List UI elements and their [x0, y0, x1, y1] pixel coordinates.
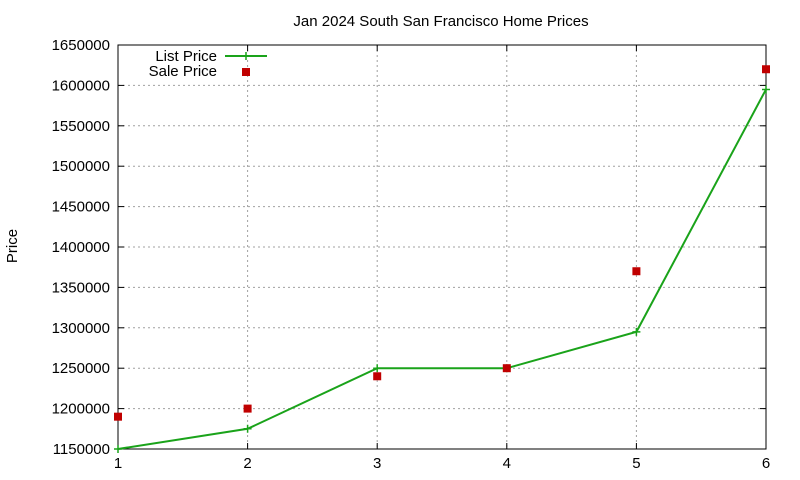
list-price-point: [114, 445, 122, 453]
x-tick-label: 3: [373, 455, 381, 472]
y-tick-label: 1400000: [52, 239, 110, 256]
chart-title: Jan 2024 South San Francisco Home Prices: [293, 13, 588, 30]
list-price-point: [762, 85, 770, 94]
y-tick-label: 1250000: [52, 360, 110, 377]
sale-price-point: [502, 364, 511, 373]
y-tick-label: 1200000: [52, 401, 110, 418]
sale-price-point: [632, 267, 641, 276]
list-price-point: [373, 364, 382, 373]
axis-ticks: 1150000 1200000 1250000 1300000 1350000 14000…: [52, 37, 771, 472]
y-tick-label: 1150000: [53, 441, 110, 458]
x-tick-label: 5: [632, 455, 640, 472]
legend-label-list-price: List Price: [155, 48, 217, 65]
y-tick-label: 1350000: [52, 279, 110, 296]
grid-lines: [118, 45, 766, 449]
y-tick-label: 1600000: [52, 77, 110, 94]
sale-price-point: [114, 412, 122, 421]
y-tick-label: 1500000: [52, 158, 110, 175]
x-tick-label: 6: [762, 455, 770, 472]
y-tick-label: 1550000: [52, 118, 110, 135]
list-price-point: [243, 424, 252, 433]
y-tick-label: 1300000: [52, 320, 110, 337]
y-tick-label: 1450000: [52, 199, 110, 216]
x-tick-label: 4: [503, 455, 511, 472]
legend-label-sale-price: Sale Price: [149, 63, 217, 80]
x-tick-label: 2: [243, 455, 251, 472]
x-tick-label: 1: [114, 455, 122, 472]
series-layer: [114, 65, 770, 453]
sale-price-point: [762, 65, 770, 74]
series-line-list-price: [117, 88, 767, 450]
legend-marker-list-price: [242, 52, 250, 60]
y-axis-label: Price: [4, 229, 21, 263]
list-price-point: [632, 327, 641, 336]
y-tick-label: 1650000: [52, 37, 110, 54]
sale-price-point: [243, 404, 252, 413]
legend-marker-sale-price: [242, 68, 250, 76]
legend: List Price Sale Price: [149, 48, 267, 80]
sale-price-point: [373, 372, 382, 381]
